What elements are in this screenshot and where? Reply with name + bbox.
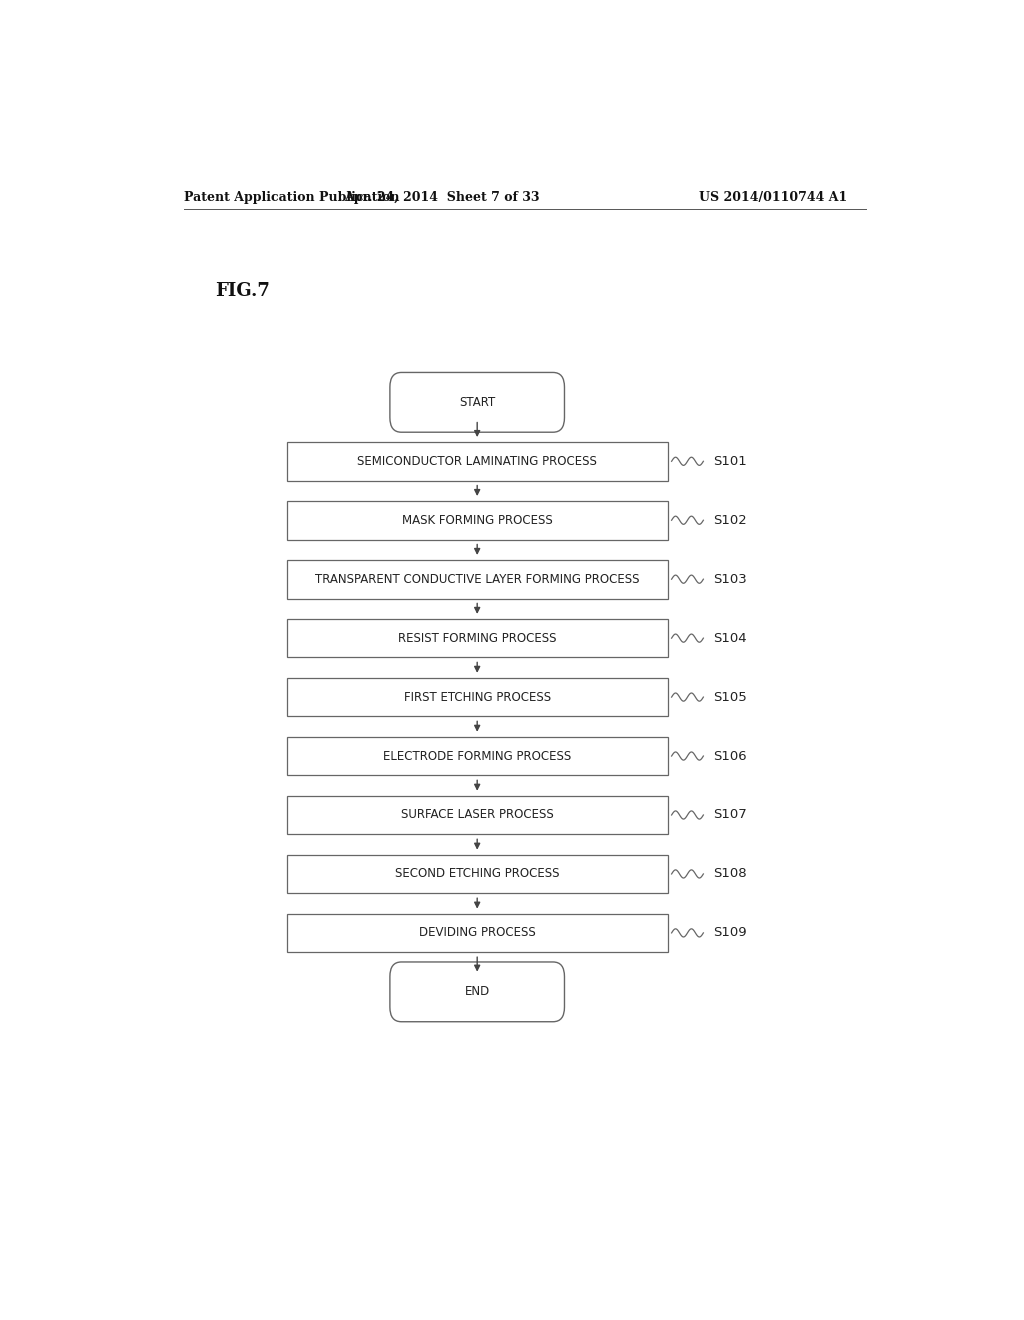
Text: S107: S107 — [713, 808, 746, 821]
Text: TRANSPARENT CONDUCTIVE LAYER FORMING PROCESS: TRANSPARENT CONDUCTIVE LAYER FORMING PRO… — [315, 573, 639, 586]
Text: S102: S102 — [713, 513, 746, 527]
Text: Patent Application Publication: Patent Application Publication — [183, 190, 399, 203]
Text: SEMICONDUCTOR LAMINATING PROCESS: SEMICONDUCTOR LAMINATING PROCESS — [357, 455, 597, 467]
Text: S109: S109 — [713, 927, 746, 940]
Text: END: END — [465, 985, 489, 998]
Bar — [287, 913, 668, 952]
Text: FIRST ETCHING PROCESS: FIRST ETCHING PROCESS — [403, 690, 551, 704]
Text: US 2014/0110744 A1: US 2014/0110744 A1 — [699, 190, 848, 203]
Text: ELECTRODE FORMING PROCESS: ELECTRODE FORMING PROCESS — [383, 750, 571, 763]
Text: START: START — [459, 396, 496, 409]
Bar — [287, 442, 668, 480]
FancyBboxPatch shape — [390, 372, 564, 432]
Text: SURFACE LASER PROCESS: SURFACE LASER PROCESS — [400, 808, 554, 821]
Bar — [287, 619, 668, 657]
Text: Apr. 24, 2014  Sheet 7 of 33: Apr. 24, 2014 Sheet 7 of 33 — [344, 190, 540, 203]
FancyBboxPatch shape — [390, 962, 564, 1022]
Text: SECOND ETCHING PROCESS: SECOND ETCHING PROCESS — [395, 867, 559, 880]
Bar — [287, 854, 668, 894]
Text: S104: S104 — [713, 632, 746, 644]
Text: RESIST FORMING PROCESS: RESIST FORMING PROCESS — [398, 632, 556, 644]
Text: MASK FORMING PROCESS: MASK FORMING PROCESS — [401, 513, 553, 527]
Bar — [287, 737, 668, 775]
Text: S105: S105 — [713, 690, 746, 704]
Text: S106: S106 — [713, 750, 746, 763]
Text: S101: S101 — [713, 455, 746, 467]
Text: FIG.7: FIG.7 — [215, 281, 270, 300]
Bar — [287, 560, 668, 598]
Bar — [287, 500, 668, 540]
Bar — [287, 677, 668, 717]
Bar — [287, 796, 668, 834]
Text: S103: S103 — [713, 573, 746, 586]
Text: DEVIDING PROCESS: DEVIDING PROCESS — [419, 927, 536, 940]
Text: S108: S108 — [713, 867, 746, 880]
